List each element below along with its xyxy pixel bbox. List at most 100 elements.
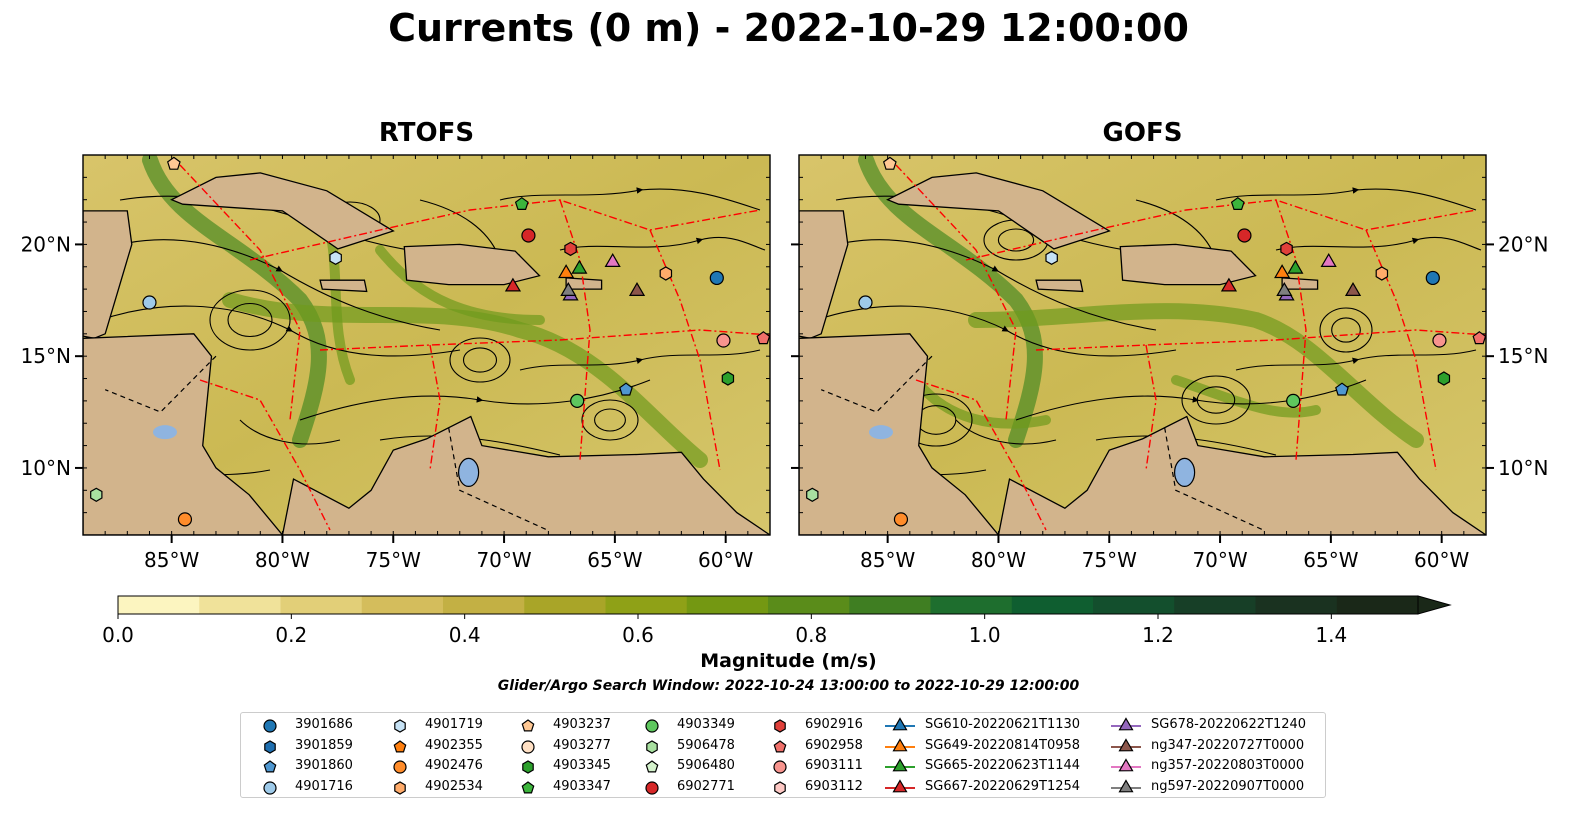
legend-label: 3901859: [295, 737, 353, 753]
legend-item: SG667-20220629T1254: [883, 777, 1080, 797]
platform-marker-4901719: [329, 250, 342, 265]
circle-marker-icon: [521, 739, 535, 754]
legend-item: 5906480: [635, 756, 735, 776]
legend-item: SG649-20220814T0958: [883, 736, 1080, 756]
colorbar-tick-label: 1.0: [969, 623, 1001, 647]
lake-maracaibo: [1174, 457, 1196, 488]
legend-label: 3901860: [295, 758, 353, 773]
landmass: [1035, 279, 1084, 293]
country-border: [104, 355, 217, 413]
legend-label: SG665-20220623T1144: [925, 758, 1081, 773]
legend-item: 4903345: [511, 756, 611, 776]
platform-marker-ng347-20220727T0000: [1344, 282, 1362, 296]
platform-marker-4903347: [1230, 196, 1245, 210]
hexagon-marker-icon: [394, 780, 406, 795]
landmass: [799, 210, 849, 339]
y-tick-label: 10°N: [1498, 456, 1548, 480]
platform-marker-ng597-20220907T0000: [1276, 282, 1293, 296]
legend-marker: [1118, 737, 1134, 751]
y-tick-label: 15°N: [21, 344, 71, 368]
platform-marker-3901860: [619, 382, 633, 396]
legend-marker: [892, 778, 908, 792]
platform-marker-3901860: [1335, 382, 1349, 396]
platform-marker-4902534: [1375, 266, 1389, 281]
landmass: [83, 333, 284, 535]
search-window-note: Glider/Argo Search Window: 2022-10-24 13…: [497, 678, 1080, 694]
x-tick-label: 85°W: [860, 548, 915, 572]
legend-item: 6903111: [763, 756, 863, 776]
x-tick-label: 70°W: [476, 548, 531, 572]
platform-marker-4901716: [142, 295, 157, 310]
colorbar-frame: [117, 595, 1419, 615]
platform-marker-SG649-20220814T0958: [1274, 264, 1291, 279]
legend-marker: [774, 780, 786, 795]
colorbar-segment: [524, 596, 607, 614]
country-border: [448, 427, 549, 532]
platform-marker-6903111: [1432, 333, 1447, 348]
pentagon-marker-icon: [393, 739, 407, 752]
country-border: [820, 355, 933, 413]
platform-marker-6902958: [756, 331, 770, 345]
x-tick-label: 70°W: [1192, 548, 1247, 572]
circle-marker-icon: [645, 780, 659, 795]
x-tick-label: 75°W: [1082, 548, 1137, 572]
platform-legend: 3901686 3901859 3901860 4901716 4901719 49023…: [240, 712, 1326, 798]
legend-label: ng347-20220727T0000: [1151, 737, 1305, 753]
platform-marker-5906478: [90, 487, 103, 502]
platform-marker-4903237: [166, 156, 181, 170]
legend-item: 6902916: [763, 715, 863, 735]
triangle-marker-icon: [885, 778, 915, 792]
eez-boundaries: [895, 164, 1486, 531]
legend-item: 6902771: [635, 777, 735, 797]
current-jet: [911, 375, 1051, 429]
platform-marker-4903237: [882, 156, 897, 170]
circle-marker-icon: [263, 780, 277, 795]
platform-marker-SG649-20220814T0958: [558, 264, 575, 279]
colorbar-segment: [1011, 596, 1094, 614]
y-tick-label: 15°N: [1498, 344, 1548, 368]
colorbar-label: Magnitude (m/s): [700, 650, 877, 672]
cuba-landmass: [170, 172, 395, 250]
x-tick-label: 65°W: [1303, 548, 1358, 572]
legend-marker: [521, 739, 535, 754]
colorbar-tick-label: 0.2: [275, 623, 307, 647]
colorbar-segment: [280, 596, 363, 614]
legend-item: 4903237: [511, 715, 611, 735]
pentagon-marker-icon: [645, 760, 659, 773]
legend-label: 4903277: [553, 737, 611, 753]
legend-marker: [522, 760, 534, 774]
colorbar-segment: [930, 596, 1013, 614]
platform-marker-3901686: [1425, 270, 1440, 286]
platform-marker-5906478: [806, 487, 819, 502]
legend-label: 4901716: [295, 778, 353, 794]
streamlines: [815, 187, 1482, 481]
circle-marker-icon: [263, 719, 277, 733]
platform-marker-6902771: [521, 228, 536, 243]
colorbar-segment: [1174, 596, 1257, 614]
triangle-marker-icon: [1111, 758, 1141, 772]
map-panel-rtofs: 85°W 80°W 75°W 70°W 65°W 60°W 20°N 15°N 10°N: [21, 154, 771, 572]
legend-item: 4902534: [383, 777, 483, 797]
x-tick-label: 60°W: [1414, 548, 1469, 572]
triangle-marker-icon: [1111, 717, 1141, 731]
legend-marker: [394, 780, 406, 795]
legend-item: 3901859: [253, 736, 353, 756]
current-jet: [858, 155, 1043, 448]
platform-marker-4901716: [858, 295, 873, 310]
platform-marker-ng357-20220803T0000: [604, 253, 621, 267]
landmass: [281, 415, 770, 535]
lake-nicaragua: [152, 425, 177, 440]
x-tick-label: 80°W: [971, 548, 1026, 572]
circle-marker-icon: [393, 760, 407, 774]
map-frame: [798, 154, 1487, 536]
legend-marker: [645, 780, 659, 795]
legend-item: 6903112: [763, 777, 863, 797]
x-tick-label: 85°W: [144, 548, 199, 572]
colorbar-segment: [361, 596, 444, 614]
colorbar-tick-label: 0.4: [449, 623, 481, 647]
country-border: [1164, 427, 1265, 532]
legend-label: 6903111: [805, 758, 863, 773]
current-jet: [375, 245, 545, 325]
legend-item: 3901860: [253, 756, 353, 776]
platform-marker-SG667-20220629T1254: [504, 277, 522, 292]
